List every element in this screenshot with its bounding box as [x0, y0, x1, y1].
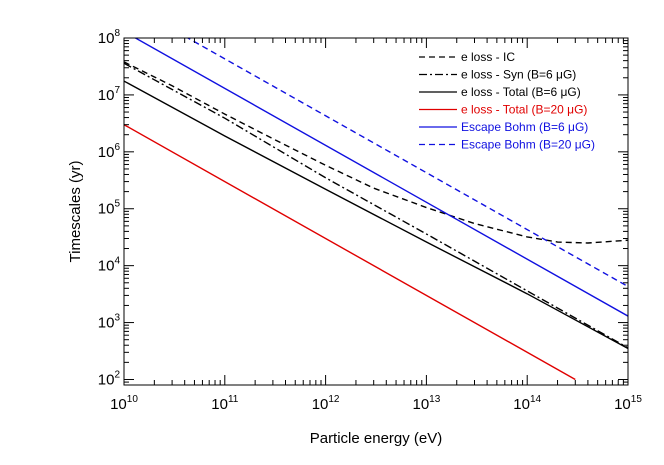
y-tick-label: 108	[98, 28, 121, 47]
x-tick-label: 1013	[412, 394, 440, 413]
x-tick-label: 1015	[614, 394, 642, 413]
legend: e loss - IC e loss - Syn (B=6 μG) e loss -…	[419, 50, 595, 152]
y-tick-label: 105	[98, 199, 121, 218]
series-line-5	[134, 38, 628, 317]
legend-label-1: e loss - IC	[461, 50, 515, 64]
series-line-6	[186, 38, 628, 288]
series-line-3	[124, 80, 628, 350]
y-tick-label: 104	[98, 256, 121, 275]
x-tick-label: 1012	[312, 394, 340, 413]
series-line-1	[124, 61, 628, 244]
series-line-2	[124, 62, 628, 349]
y-tick-label: 107	[98, 85, 121, 104]
legend-label-3: e loss - Total (B=6 μG)	[461, 85, 581, 99]
x-tick-label: 1014	[513, 394, 541, 413]
legend-label-2: e loss - Syn (B=6 μG)	[461, 68, 576, 82]
series-layer	[124, 38, 628, 381]
x-tick-label: 1010	[110, 394, 138, 413]
x-tick-label: 1011	[211, 394, 239, 413]
legend-label-6: Escape Bohm (B=20 μG)	[461, 138, 595, 152]
y-axis-label: Timescales (yr)	[67, 161, 84, 263]
y-tick-label: 103	[98, 313, 121, 332]
legend-label-5: Escape Bohm (B=6 μG)	[461, 120, 588, 134]
x-axis-label: Particle energy (eV)	[310, 430, 443, 447]
y-tick-label: 102	[98, 369, 121, 388]
y-tick-label: 106	[98, 142, 121, 161]
ticks-layer	[123, 37, 629, 386]
legend-label-4: e loss - Total (B=20 μG)	[461, 103, 587, 117]
series-line-4	[124, 124, 576, 381]
tick-labels-layer: 1010 1011 1012 1013 1014 1015 102 103 104 105 106 1…	[98, 28, 643, 413]
